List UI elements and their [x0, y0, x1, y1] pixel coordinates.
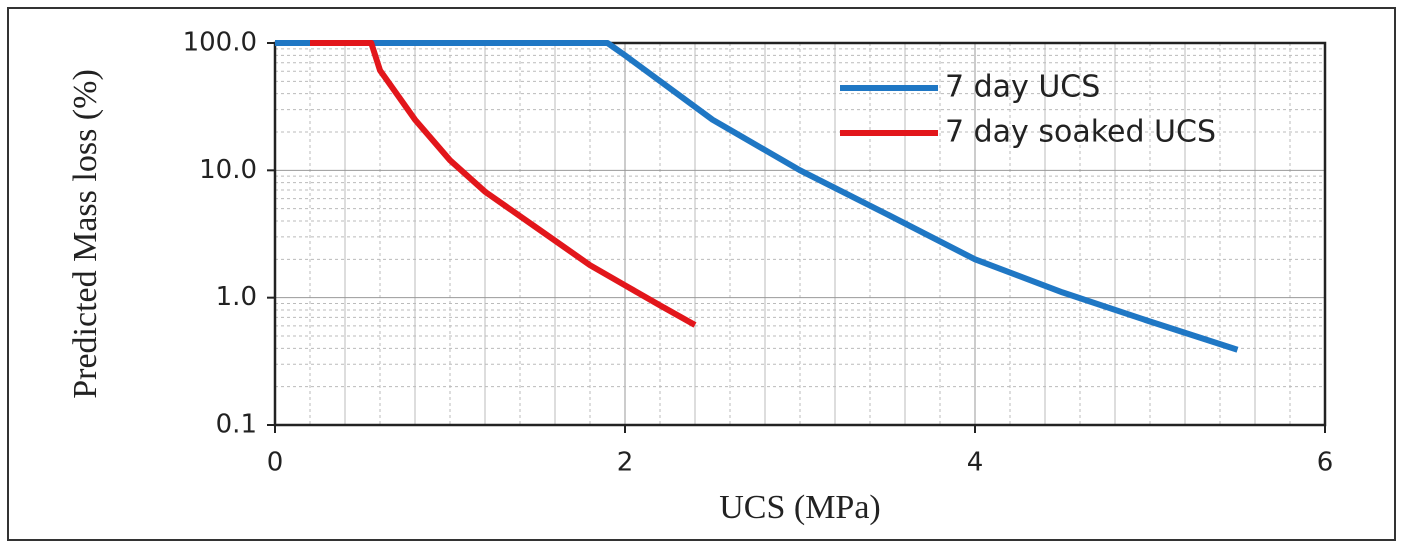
- plot-area: [273, 41, 1327, 427]
- x-axis-label: UCS (MPa): [719, 489, 881, 526]
- y-tick-label: 10.0: [199, 155, 257, 185]
- x-tick-label: 4: [967, 448, 984, 478]
- legend-label: 7 day UCS: [945, 70, 1100, 105]
- legend-label: 7 day soaked UCS: [945, 115, 1216, 150]
- x-tick-label: 6: [1317, 448, 1334, 478]
- x-tick-label: 2: [617, 448, 634, 478]
- y-tick-label: 1.0: [216, 282, 257, 312]
- x-tick-label: 0: [267, 448, 284, 478]
- data-line: [310, 40, 697, 328]
- y-tick-label: 100.0: [183, 28, 257, 58]
- frame: [7, 7, 1396, 541]
- data-line: [275, 40, 1239, 353]
- y-tick-label: 0.1: [216, 410, 257, 440]
- y-axis-label: Predicted Mass loss (%): [67, 69, 104, 399]
